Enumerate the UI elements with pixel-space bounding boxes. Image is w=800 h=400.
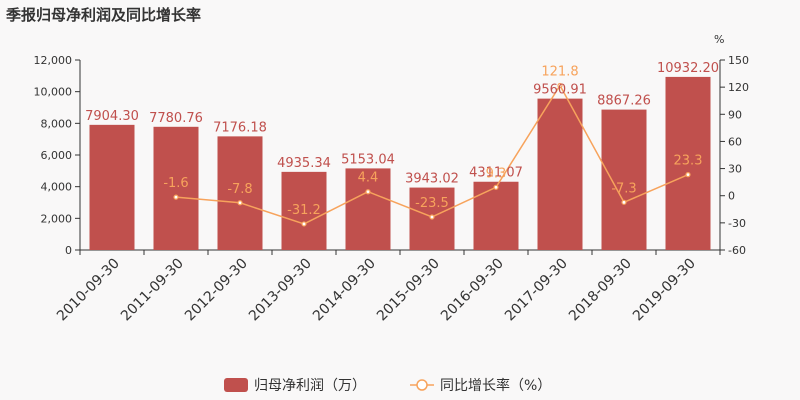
bar (537, 98, 583, 250)
y-right-tick-label: 120 (728, 81, 749, 94)
bar (217, 136, 263, 250)
legend-line-label[interactable]: 同比增长率（%） (440, 377, 551, 394)
y-left-tick-label: 12,000 (34, 54, 73, 67)
y-right-tick-label: 60 (728, 135, 742, 148)
x-tick-label: 2011-09-30 (118, 256, 187, 325)
bar-value-label: 5153.04 (341, 152, 395, 167)
bar-value-label: 4311.07 (469, 166, 523, 181)
data-labels: 7904.30 7780.76 7176.18 4935.34 5153.04 3943.… (85, 61, 719, 218)
growth-point (237, 200, 243, 206)
growth-point (557, 82, 563, 89)
growth-value-label: -7.8 (227, 182, 252, 197)
x-tick-label: 2019-09-30 (630, 256, 699, 325)
bar (153, 126, 199, 250)
growth-value-label: -7.3 (611, 181, 636, 196)
legend-bar-label[interactable]: 归母净利润（万） (254, 377, 366, 394)
legend-bar-swatch[interactable] (224, 378, 248, 392)
y-left-tick-label: 4,000 (41, 181, 73, 194)
bar-value-label: 7780.76 (149, 111, 203, 126)
bar-value-label: 9560.91 (533, 83, 587, 98)
growth-value-label: 9.3 (486, 166, 507, 181)
growth-point (365, 189, 371, 195)
x-tick-label: 2013-09-30 (246, 256, 315, 325)
x-tick-label: 2010-09-30 (54, 256, 123, 325)
bar (601, 109, 647, 250)
right-axis-unit: % (714, 33, 724, 46)
growth-line-series (173, 82, 691, 227)
bar (89, 124, 135, 250)
bar-value-label: 10932.20 (657, 61, 719, 76)
chart-title: 季报归母净利润及同比增长率 (6, 6, 201, 24)
growth-point (301, 221, 307, 227)
growth-point (173, 194, 179, 200)
growth-value-label: -31.2 (287, 203, 321, 218)
growth-value-label: 4.4 (358, 171, 379, 186)
x-tick-label: 2017-09-30 (502, 256, 571, 325)
growth-point (621, 199, 627, 205)
growth-value-label: 23.3 (674, 154, 703, 169)
y-right-tick-label: -60 (728, 244, 746, 257)
x-tick-label: 2015-09-30 (374, 256, 443, 325)
growth-value-label: -1.6 (163, 176, 188, 191)
y-right-tick-label: -30 (728, 217, 746, 230)
y-left-tick-label: 6,000 (41, 149, 73, 162)
bar-value-label: 7904.30 (85, 109, 139, 124)
bar (345, 168, 391, 250)
y-left-tick-label: 8,000 (41, 117, 73, 130)
legend-line-marker[interactable] (416, 379, 428, 391)
y-left-tick-label: 2,000 (41, 212, 73, 225)
x-tick-label: 2012-09-30 (182, 256, 251, 325)
y-left-tick-label: 0 (65, 244, 72, 257)
x-tick-label: 2018-09-30 (566, 256, 635, 325)
growth-value-label: 121.8 (541, 65, 578, 80)
legend[interactable]: 归母净利润（万） 同比增长率（%） (224, 377, 551, 394)
y-right-tick-label: 90 (728, 108, 742, 121)
x-tick-label: 2016-09-30 (438, 256, 507, 325)
growth-point (685, 172, 691, 178)
growth-point (429, 214, 435, 220)
bar-value-label: 8867.26 (597, 94, 651, 109)
bar (473, 181, 519, 250)
bar-value-label: 7176.18 (213, 120, 267, 135)
growth-value-label: -23.5 (415, 196, 449, 211)
growth-point (493, 184, 499, 190)
bar-value-label: 3943.02 (405, 172, 459, 187)
bar-value-label: 4935.34 (277, 156, 331, 171)
y-right-tick-label: 150 (728, 54, 749, 67)
y-right-tick-label: 0 (728, 190, 735, 203)
x-tick-label: 2014-09-30 (310, 256, 379, 325)
bars-series (89, 76, 711, 250)
bar (665, 76, 711, 250)
y-left-tick-label: 10,000 (34, 86, 73, 99)
y-right-tick-label: 30 (728, 163, 742, 176)
bar (281, 171, 327, 250)
